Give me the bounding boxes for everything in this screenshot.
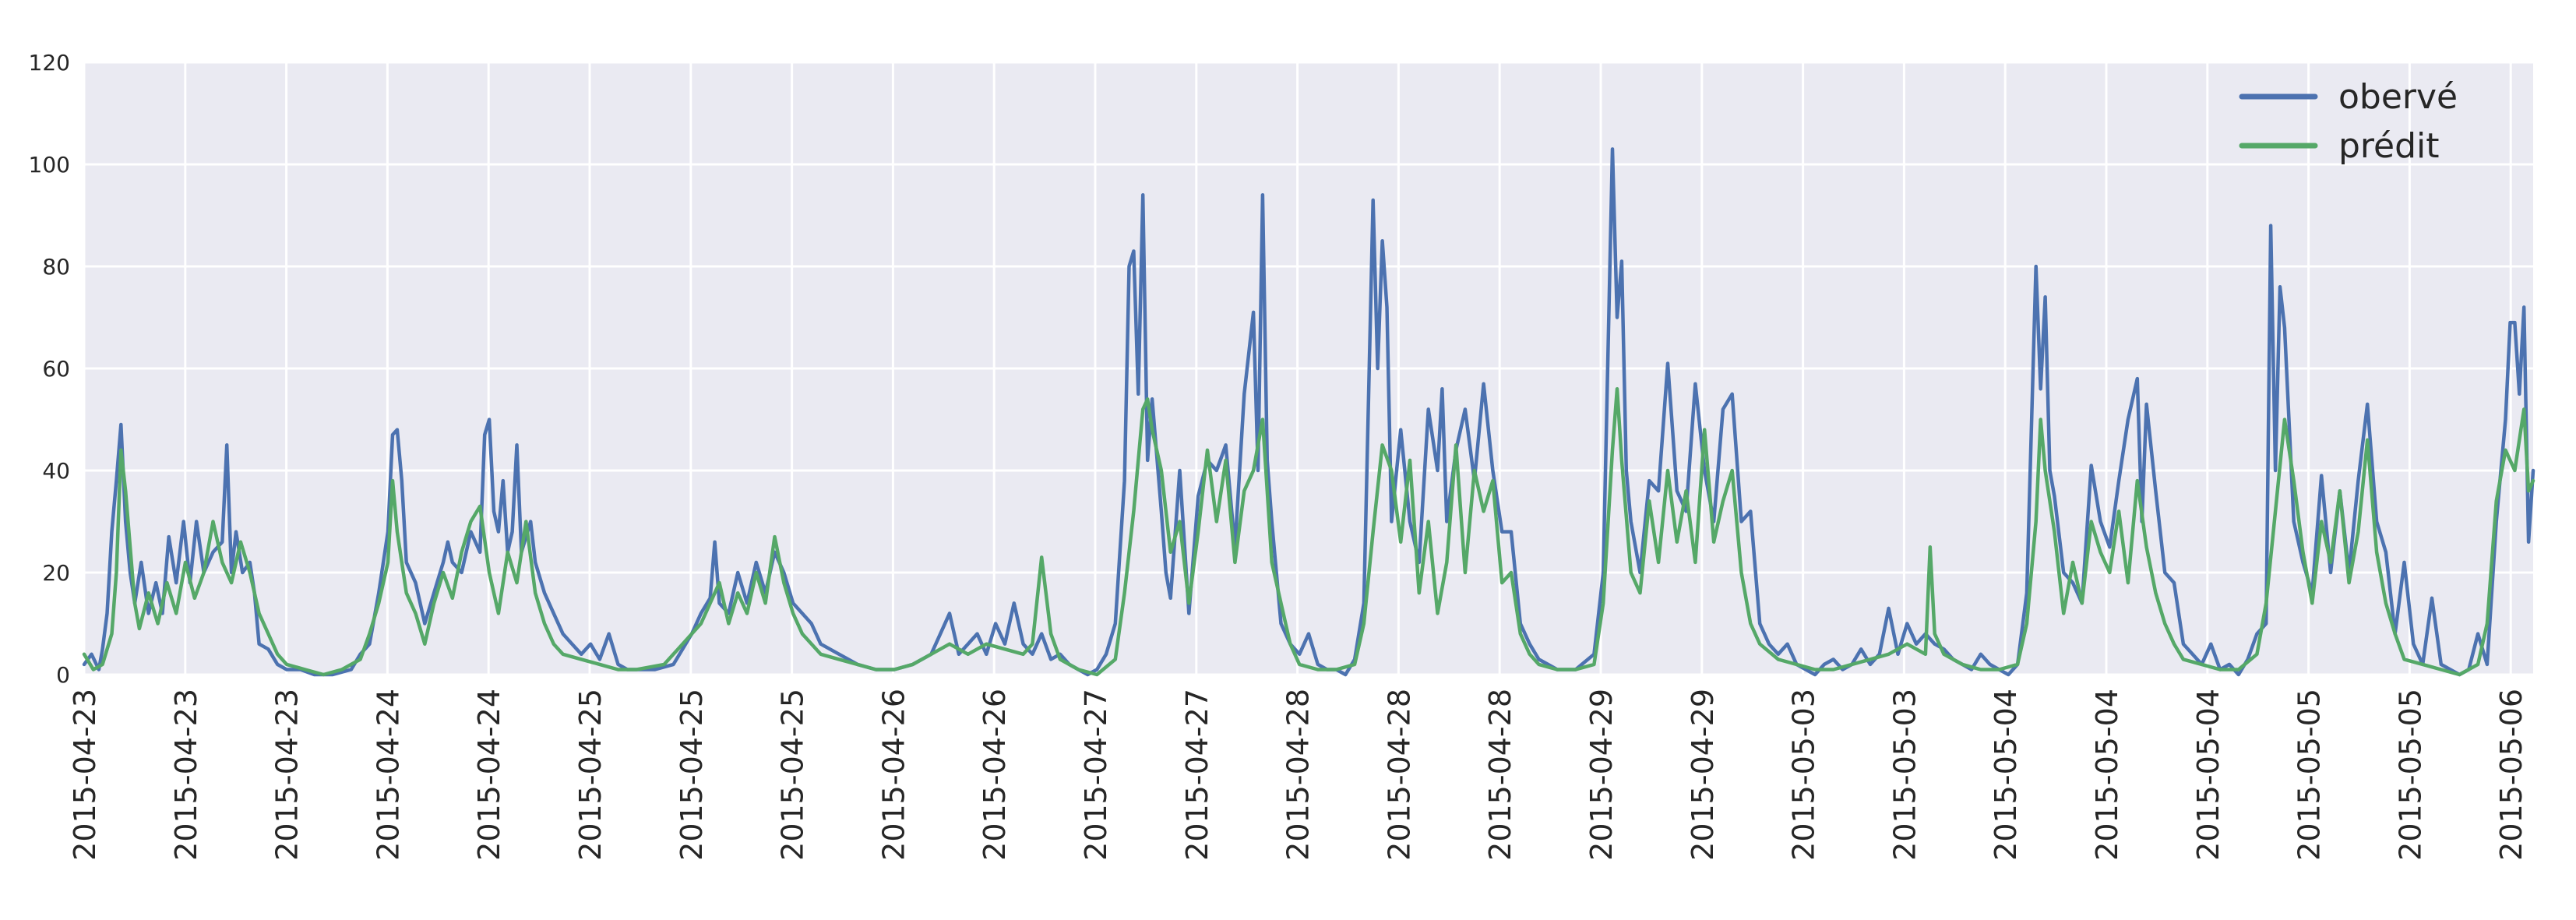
x-tick-label: 2015-04-25: [573, 689, 608, 861]
x-tick-label: 2015-04-29: [1686, 689, 1720, 861]
x-tick-label: 2015-04-23: [68, 689, 102, 861]
y-tick-label: 80: [42, 254, 70, 280]
y-axis: 0 20 40 60 80 100 120: [29, 50, 70, 688]
x-tick-label: 2015-04-25: [675, 689, 709, 861]
x-tick-label: 2015-04-24: [371, 689, 405, 861]
x-tick-label: 2015-05-06: [2494, 689, 2528, 861]
x-tick-label: 2015-04-29: [1584, 689, 1619, 861]
legend: obervé prédit: [2239, 77, 2458, 166]
legend-label-observed: obervé: [2338, 77, 2458, 117]
y-tick-label: 60: [42, 356, 70, 382]
x-tick-label: 2015-04-28: [1281, 689, 1316, 861]
x-tick-label: 2015-04-26: [978, 689, 1012, 861]
x-tick-label: 2015-04-24: [472, 689, 506, 861]
x-tick-label: 2015-04-27: [1180, 689, 1214, 861]
x-tick-label: 2015-05-04: [1989, 689, 2023, 861]
x-tick-label: 2015-04-26: [876, 689, 911, 861]
x-tick-label: 2015-04-28: [1382, 689, 1416, 861]
legend-label-predicted: prédit: [2338, 126, 2440, 166]
y-tick-label: 40: [42, 458, 70, 484]
y-tick-label: 100: [29, 152, 70, 178]
x-tick-label: 2015-04-27: [1079, 689, 1113, 861]
y-tick-label: 20: [42, 560, 70, 586]
x-tick-label: 2015-04-25: [776, 689, 810, 861]
x-tick-label: 2015-04-23: [169, 689, 203, 861]
x-tick-label: 2015-05-04: [2191, 689, 2225, 861]
x-tick-label: 2015-05-04: [2090, 689, 2124, 861]
x-tick-label: 2015-05-03: [1787, 689, 1821, 861]
x-tick-label: 2015-04-23: [270, 689, 305, 861]
x-tick-label: 2015-04-28: [1483, 689, 1517, 861]
series-line-predicted: [82, 386, 2535, 677]
x-tick-label: 2015-05-03: [1887, 689, 1922, 861]
series-lines: [82, 147, 2535, 677]
x-tick-label: 2015-05-05: [2292, 689, 2327, 861]
y-tick-label: 0: [56, 662, 70, 688]
y-tick-label: 120: [29, 50, 70, 76]
x-axis: 2015-04-23 2015-04-23 2015-04-23 2015-04-24…: [68, 689, 2528, 861]
x-tick-label: 2015-05-05: [2393, 689, 2427, 861]
